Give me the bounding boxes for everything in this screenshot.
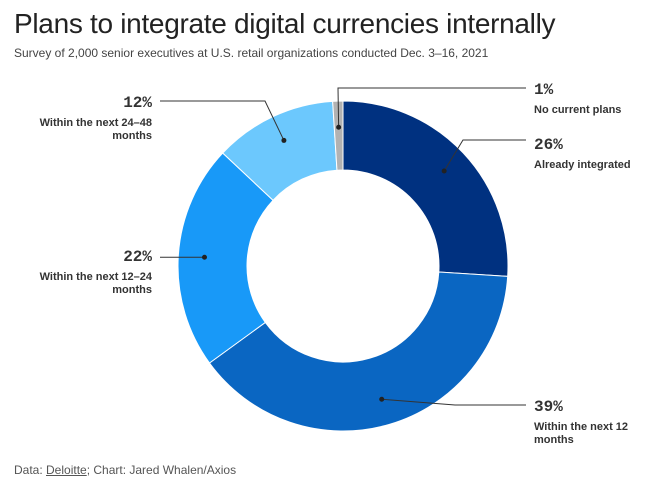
- slice-within-the-next-12-24-months: [177, 152, 274, 364]
- category-label-already-integrated: Already integrated: [534, 159, 631, 171]
- chart-title: Plans to integrate digital currencies in…: [14, 8, 556, 39]
- leader-dot-within-the-next-24-48-months: [281, 137, 287, 143]
- category-label-within-the-next-12-24-months: months: [112, 284, 152, 296]
- pct-label-no-current-plans: 1%: [534, 81, 554, 99]
- footer-credit: ; Chart: Jared Whalen/Axios: [86, 463, 237, 477]
- slice-no-current-plans: [332, 100, 344, 171]
- leader-line-no-current-plans: [337, 87, 526, 128]
- category-label-within-the-next-24-48-months: Within the next 24–48: [40, 117, 152, 129]
- source-link[interactable]: Deloitte: [46, 463, 87, 477]
- leader-dot-already-integrated: [441, 168, 447, 174]
- pct-label-already-integrated: 26%: [534, 136, 563, 154]
- leader-dot-within-the-next-12-24-months: [201, 254, 207, 260]
- slice-within-the-next-12-months: [208, 271, 509, 432]
- category-label-within-the-next-12-months: Within the next 12: [534, 421, 628, 433]
- pct-label-within-the-next-12-24-months: 22%: [123, 248, 152, 266]
- leader-line-already-integrated: [443, 139, 526, 172]
- leader-dot-within-the-next-12-months: [379, 396, 385, 402]
- leader-line-within-the-next-12-months: [381, 398, 526, 406]
- leader-line-within-the-next-24-48-months: [160, 100, 285, 141]
- chart-subtitle: Survey of 2,000 senior executives at U.S…: [14, 46, 489, 60]
- category-label-within-the-next-12-24-months: Within the next 12–24: [40, 271, 153, 283]
- category-label-no-current-plans: No current plans: [534, 104, 621, 116]
- category-label-within-the-next-24-48-months: months: [112, 130, 152, 142]
- chart-footer: Data: Deloitte; Chart: Jared Whalen/Axio…: [14, 463, 236, 477]
- pct-label-within-the-next-12-months: 39%: [534, 398, 563, 416]
- category-label-within-the-next-12-months: months: [534, 434, 574, 446]
- leader-dot-no-current-plans: [336, 124, 342, 130]
- slice-already-integrated: [342, 100, 509, 277]
- footer-data-label: Data:: [14, 463, 47, 477]
- pct-label-within-the-next-24-48-months: 12%: [123, 94, 152, 112]
